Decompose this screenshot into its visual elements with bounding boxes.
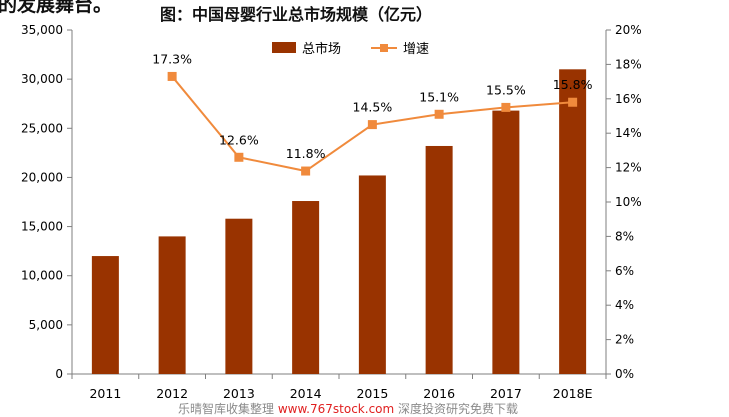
legend: 总市场 增速 (272, 38, 429, 57)
watermark-left: 乐晴智库收集整理 (178, 402, 275, 416)
watermark-right: 深度投资研究免费下载 (398, 402, 519, 416)
growth-data-label: 14.5% (353, 100, 393, 115)
bar (492, 110, 520, 374)
growth-point (167, 71, 177, 81)
x-tick-label: 2015 (356, 386, 388, 401)
legend-label-growth: 增速 (403, 42, 430, 57)
watermark: 乐晴智库收集整理 www.767stock.com 深度投资研究免费下载 (178, 400, 518, 417)
growth-data-label: 12.6% (219, 132, 259, 147)
y-right-tick-label: 10% (615, 195, 642, 209)
x-tick-label: 2011 (89, 386, 121, 401)
y-right-tick-label: 12% (615, 161, 642, 175)
growth-point (234, 152, 244, 162)
growth-data-label: 17.3% (152, 51, 192, 66)
bar (559, 69, 587, 375)
y-right-tick-label: 16% (615, 92, 642, 106)
legend-label-market: 总市场 (302, 42, 342, 57)
y-left-tick-label: 0 (55, 367, 63, 381)
y-left-tick-label: 25,000 (21, 121, 63, 135)
x-tick-label: 2013 (223, 386, 255, 401)
bar (91, 256, 119, 374)
y-right-tick-label: 2% (615, 333, 634, 347)
growth-point (434, 109, 444, 119)
y-right-tick-label: 4% (615, 298, 634, 312)
bar (358, 175, 386, 374)
watermark-url: www.767stock.com (277, 402, 395, 416)
y-left-tick-label: 15,000 (21, 220, 63, 234)
x-tick-label: 2017 (490, 386, 522, 401)
y-left-tick-label: 10,000 (21, 269, 63, 283)
bar (158, 236, 186, 374)
y-left-tick-label: 5,000 (29, 318, 63, 332)
growth-point (301, 166, 311, 176)
y-left-tick-label: 20,000 (21, 170, 63, 184)
growth-data-label: 15.1% (419, 89, 459, 104)
growth-point (367, 120, 377, 130)
growth-data-label: 15.8% (553, 77, 593, 92)
x-tick-label: 2012 (156, 386, 188, 401)
y-left-tick-label: 35,000 (21, 23, 63, 37)
chart-title: 图：中国母婴行业总市场规模（亿元） (160, 5, 433, 24)
y-right-tick-label: 8% (615, 229, 634, 243)
y-right-tick-label: 20% (615, 23, 642, 37)
legend-swatch-bar (272, 42, 296, 53)
y-right-tick-label: 14% (615, 126, 642, 140)
y-left-tick-label: 30,000 (21, 72, 63, 86)
bar (425, 145, 453, 374)
growth-data-label: 15.5% (486, 82, 526, 97)
x-tick-label: 2014 (290, 386, 322, 401)
y-right-tick-label: 18% (615, 57, 642, 71)
bar (292, 201, 320, 374)
growth-data-label: 11.8% (286, 146, 326, 161)
bar (225, 218, 253, 374)
y-right-tick-label: 0% (615, 367, 634, 381)
growth-point (568, 97, 578, 107)
y-right-tick-label: 6% (615, 264, 634, 278)
cropped-heading-text: 的发展舞台。 (0, 0, 113, 16)
legend-swatch-line (371, 42, 398, 54)
growth-point (501, 102, 511, 112)
x-tick-label: 2016 (423, 386, 455, 401)
x-tick-label: 2018E (553, 386, 593, 401)
